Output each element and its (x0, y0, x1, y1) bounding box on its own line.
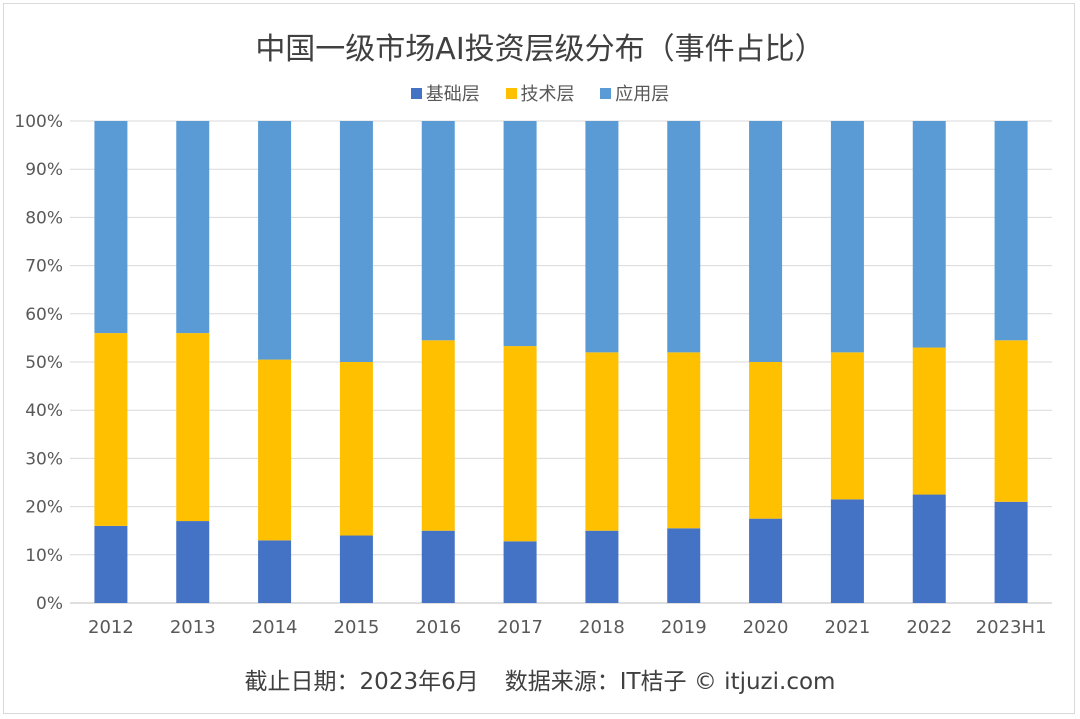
y-tick-label: 20% (25, 498, 63, 518)
x-tick-label: 2014 (252, 617, 298, 638)
chart-footer: 截止日期：2023年6月 数据来源：IT桔子 © itjuzi.com (0, 662, 1080, 696)
bar-segment (912, 494, 946, 603)
x-tick-label: 2015 (334, 617, 380, 638)
bar-segment (749, 518, 783, 603)
bar-segment (585, 530, 619, 603)
chart-frame (3, 3, 1075, 714)
bar-segment (749, 121, 783, 362)
bar-segment (503, 121, 537, 347)
bar-segment (749, 362, 783, 519)
bar-segment (421, 121, 455, 341)
legend-label-foundation: 基础层 (425, 84, 480, 105)
legend-swatch-foundation (410, 88, 422, 99)
x-tick-label: 2017 (497, 617, 543, 638)
x-tick-label: 2016 (415, 617, 461, 638)
bar-segment (830, 352, 864, 500)
x-tick-label: 2019 (661, 617, 707, 638)
legend-label-technology: 技术层 (520, 84, 575, 105)
y-tick-label: 40% (25, 401, 63, 421)
legend-item-foundation: 基础层 (410, 80, 480, 106)
bar-segment (667, 121, 701, 353)
y-tick-label: 0% (36, 594, 63, 614)
y-tick-label: 100% (14, 112, 63, 132)
legend-swatch-technology (505, 88, 517, 99)
x-tick-label: 2021 (825, 617, 871, 638)
bar-segment (258, 359, 292, 541)
x-tick-label: 2023H1 (976, 617, 1047, 638)
bar-segment (339, 535, 373, 603)
bar-segment (585, 352, 619, 531)
bar-segment (830, 499, 864, 603)
bar-segment (94, 525, 128, 603)
bar-segment (585, 121, 619, 353)
bar-segment (912, 347, 946, 495)
legend-label-application: 应用层 (615, 84, 670, 105)
cutoff-date-text: 截止日期：2023年6月 (244, 669, 479, 695)
bar-segment (421, 340, 455, 531)
bar-segment (258, 121, 292, 360)
bar-segment (339, 362, 373, 536)
bar-segment (176, 521, 210, 603)
data-source-text: 数据来源：IT桔子 © itjuzi.com (504, 669, 836, 695)
bar-segment (830, 121, 864, 353)
bar-segment (503, 346, 537, 542)
bar-segment (339, 121, 373, 362)
bar-segment (994, 121, 1028, 341)
bar-segment (176, 333, 210, 522)
legend-swatch-application (600, 88, 612, 99)
y-tick-label: 10% (25, 546, 63, 566)
bar-segment (94, 121, 128, 334)
y-tick-label: 50% (25, 353, 63, 373)
bar-segment (994, 501, 1028, 603)
legend-item-application: 应用层 (600, 80, 669, 106)
chart-legend: 基础层 技术层 应用层 (0, 80, 1080, 106)
x-tick-label: 2022 (906, 617, 952, 638)
x-tick-label: 2012 (88, 617, 134, 638)
y-tick-label: 90% (25, 160, 63, 180)
y-tick-label: 60% (25, 305, 63, 325)
bar-segment (258, 540, 292, 603)
bar-segment (421, 530, 455, 603)
bar-segment (667, 352, 701, 529)
chart-title: 中国一级市场AI投资层级分布（事件占比） (255, 32, 825, 67)
bar-segment (94, 333, 128, 526)
bar-segment (994, 340, 1028, 502)
y-tick-label: 30% (25, 449, 63, 469)
bar-segment (176, 121, 210, 334)
bar-segment (667, 528, 701, 603)
x-tick-label: 2018 (579, 617, 625, 638)
x-tick-label: 2013 (170, 617, 216, 638)
y-tick-label: 70% (25, 257, 63, 277)
bar-segment (503, 541, 537, 603)
legend-item-technology: 技术层 (505, 80, 575, 106)
bar-segment (912, 121, 946, 348)
x-tick-label: 2020 (743, 617, 789, 638)
y-tick-label: 80% (25, 208, 63, 228)
